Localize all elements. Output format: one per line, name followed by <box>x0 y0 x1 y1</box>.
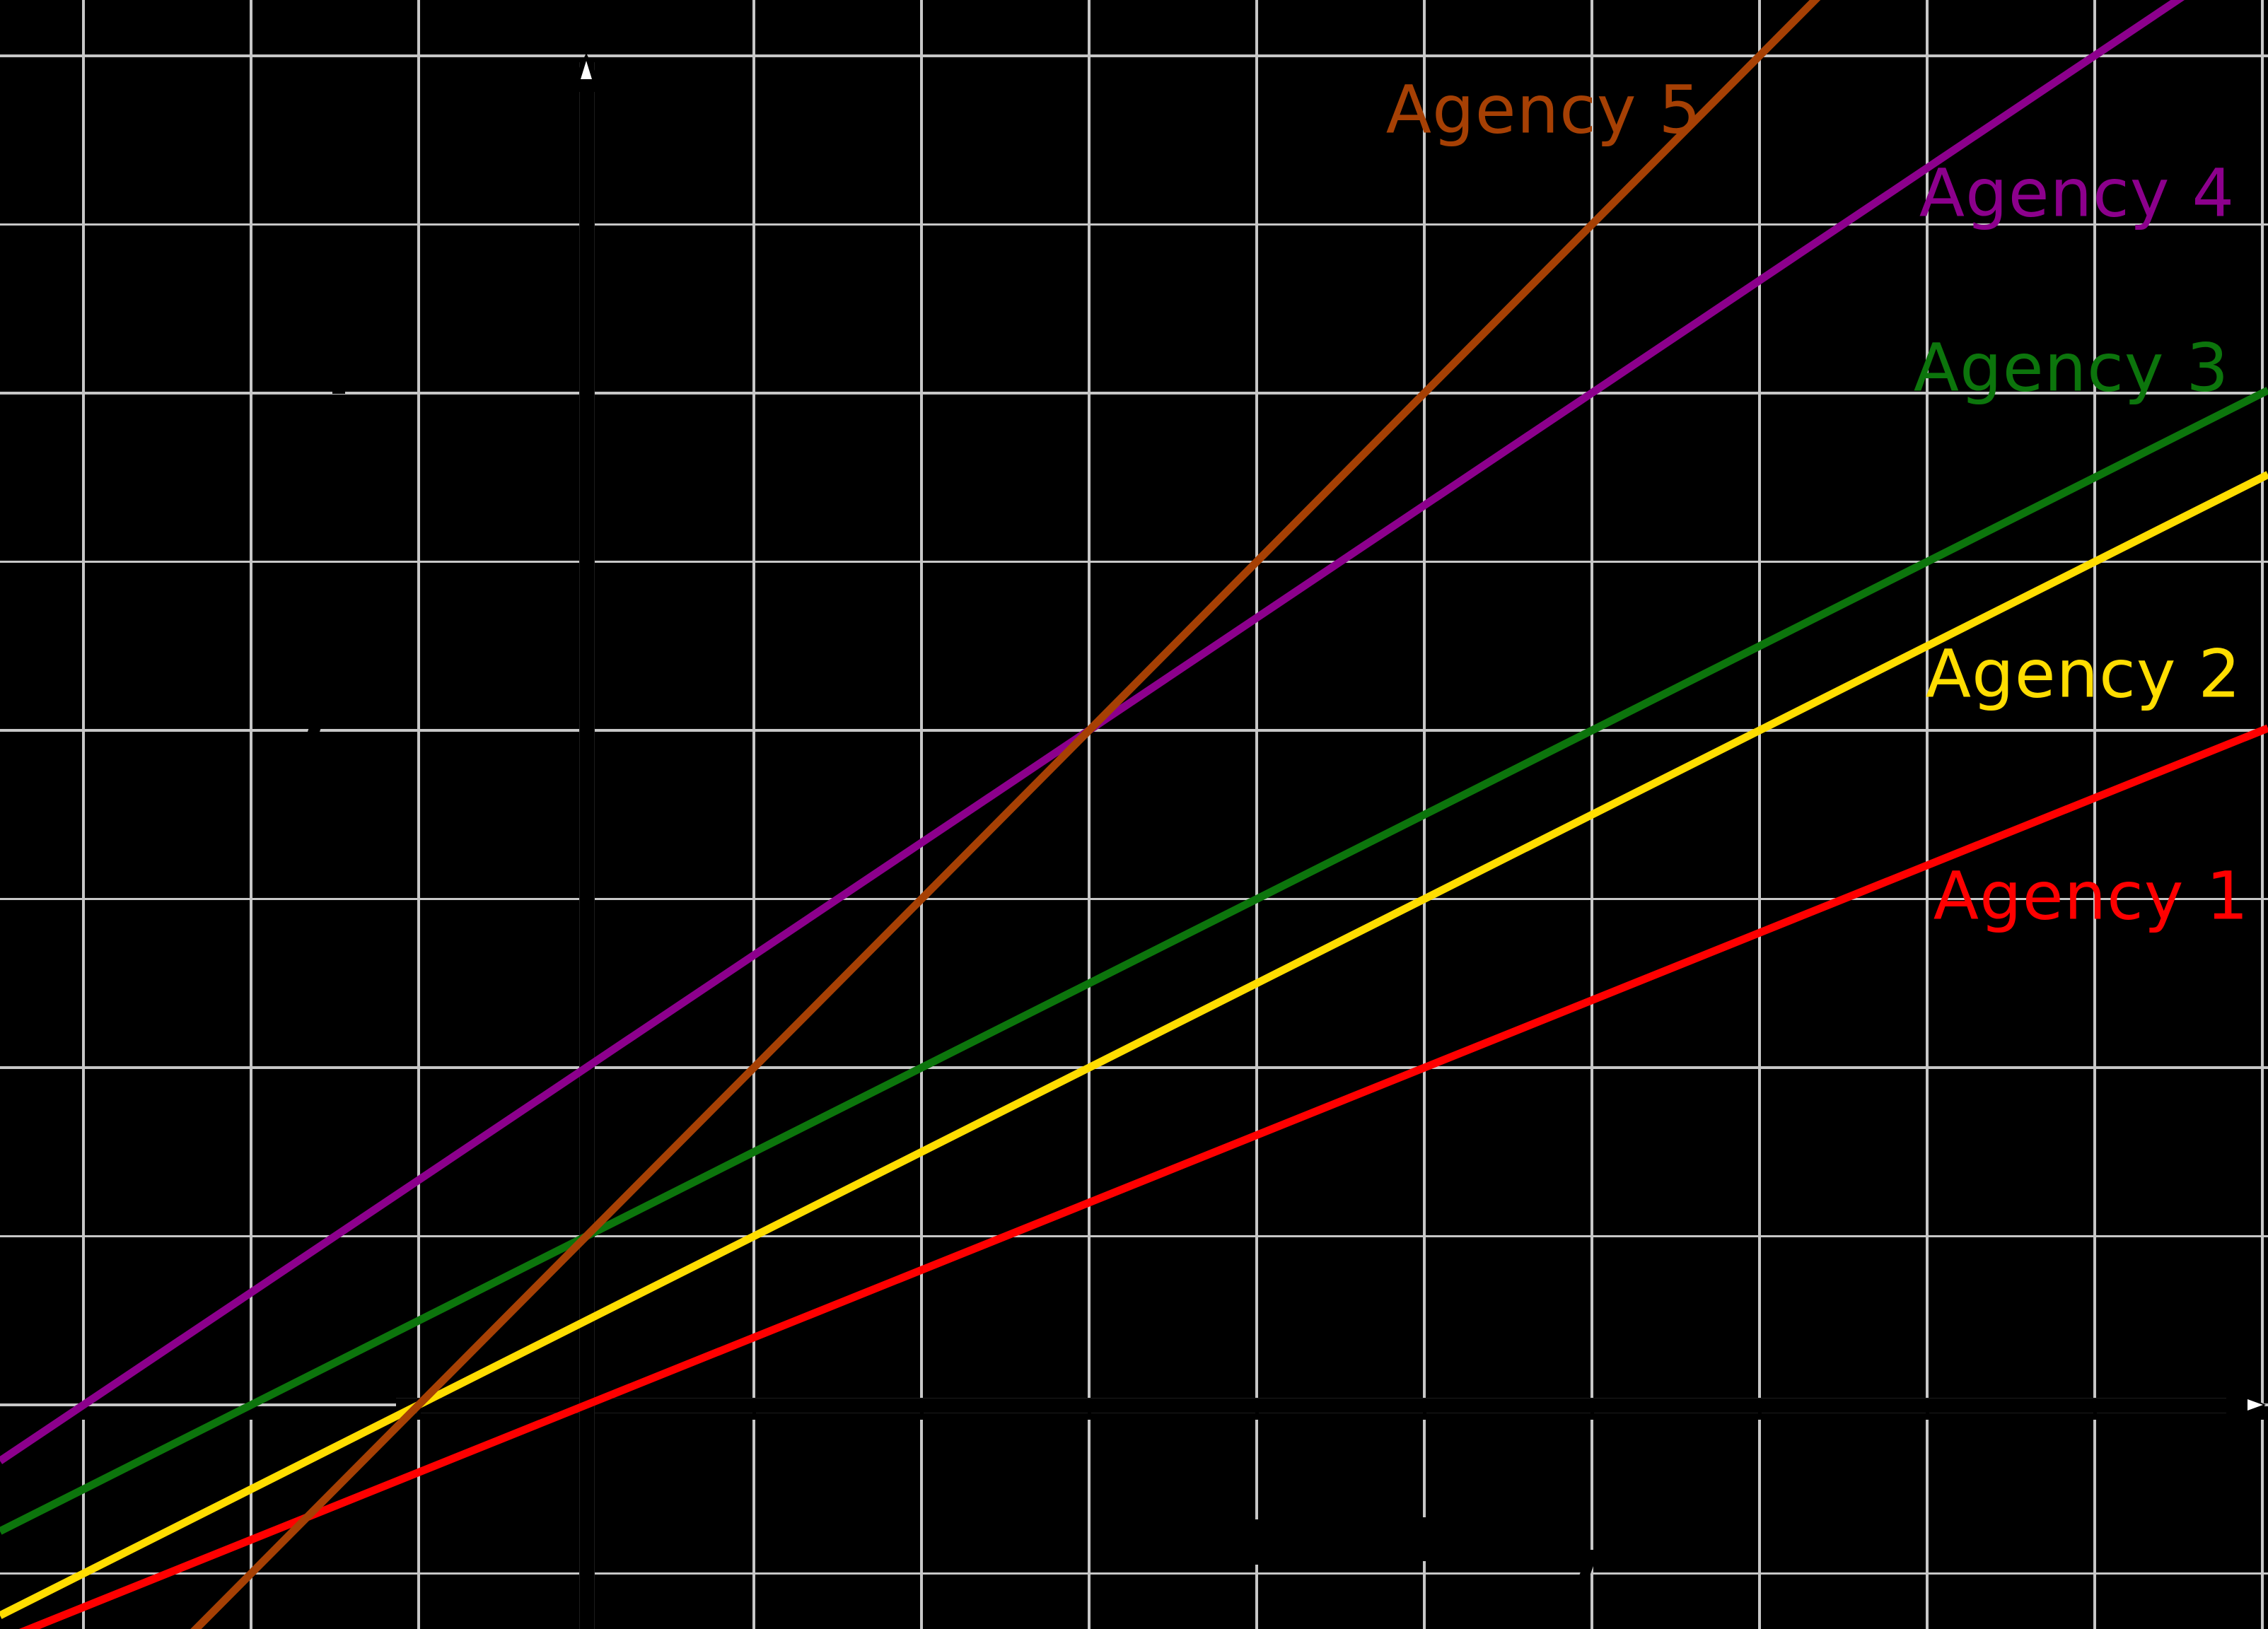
gridline-horizontal <box>0 54 2268 57</box>
x-axis-arrowhead <box>2226 1386 2266 1423</box>
series-line-agency-1 <box>18 724 2268 1629</box>
series-label-agency-4: Agency 4 <box>1919 155 2235 233</box>
x-axis-tick <box>417 1406 421 1420</box>
series-label-agency-2: Agency 2 <box>1925 636 2242 713</box>
gridline-vertical <box>1926 0 1929 1629</box>
x-axis-tick <box>249 1406 253 1420</box>
gridline-horizontal <box>0 729 2268 732</box>
series-line-agency-2 <box>0 471 2268 1619</box>
gridline-horizontal <box>0 897 2268 901</box>
series-line-agency-3 <box>0 387 2268 1535</box>
x-axis-tick <box>1925 1406 1929 1420</box>
gridline-vertical <box>2261 0 2264 1629</box>
x-axis-tick <box>1422 1406 1426 1420</box>
x-axis-tick <box>81 1406 86 1420</box>
x-axis-arrowhead-tip-icon <box>2247 1399 2263 1411</box>
gridline-vertical <box>417 0 420 1629</box>
gridline-horizontal <box>0 1572 2268 1575</box>
gridline-vertical <box>250 0 252 1629</box>
gridline-vertical <box>2093 0 2096 1629</box>
gridline-vertical <box>752 0 755 1629</box>
hidden-text-fragment <box>1417 1517 1430 1561</box>
x-axis-tick <box>1087 1406 1091 1420</box>
gridline-vertical <box>1758 0 1761 1629</box>
hidden-text-fragment <box>332 385 345 394</box>
series-label-agency-1: Agency 1 <box>1933 858 2250 935</box>
gridline-vertical <box>920 0 923 1629</box>
gridline-horizontal <box>0 1234 2268 1238</box>
x-axis-tick <box>919 1406 924 1420</box>
x-axis-tick <box>1757 1406 1762 1420</box>
gridline-vertical <box>1088 0 1091 1629</box>
gridline-horizontal <box>0 223 2268 226</box>
series-line-agency-4 <box>0 0 2185 1464</box>
series-label-agency-3: Agency 3 <box>1913 329 2230 407</box>
x-axis-tick <box>1590 1406 1594 1420</box>
gridline-vertical <box>1255 0 1258 1629</box>
series-label-agency-5: Agency 5 <box>1385 71 1702 149</box>
x-axis-tick <box>1255 1406 1259 1420</box>
x-axis-line <box>396 1398 2228 1413</box>
gridline-horizontal <box>0 1066 2268 1069</box>
x-axis-tick <box>752 1406 756 1420</box>
hidden-text-fragment <box>1249 1519 1260 1565</box>
gridline-horizontal <box>0 392 2268 395</box>
x-axis-tick <box>2093 1406 2097 1420</box>
gridline-vertical <box>82 0 85 1629</box>
gridline-horizontal <box>0 560 2268 564</box>
y-axis-arrowhead-tip-icon <box>581 61 592 79</box>
x-axis-tick <box>2260 1406 2264 1420</box>
